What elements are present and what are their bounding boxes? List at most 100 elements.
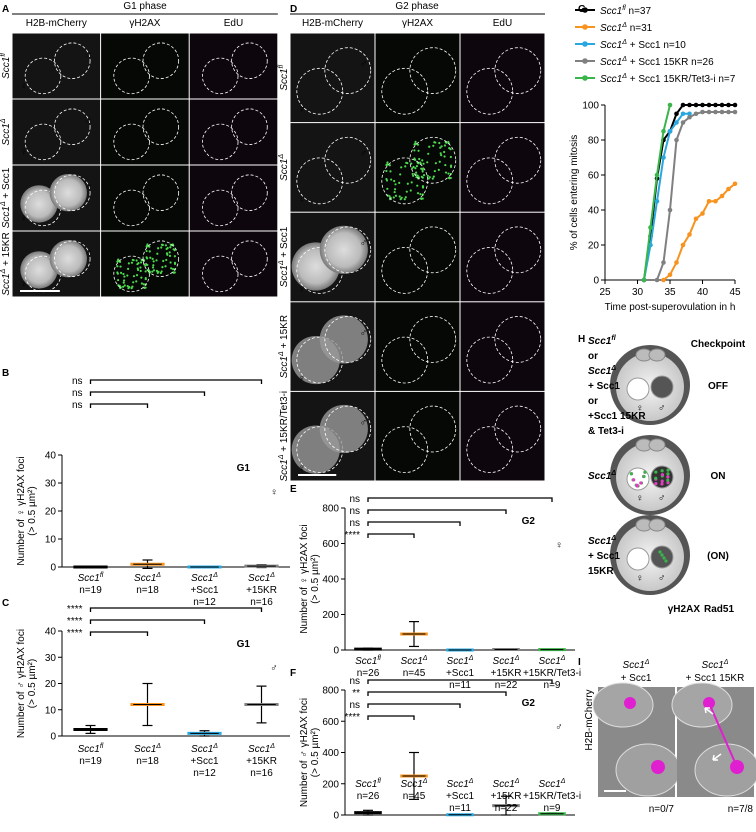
row-label: Scc1Δ + 15KR: [0, 232, 12, 295]
text-part: Δ: [269, 743, 275, 750]
text-part: Scc1: [600, 40, 622, 51]
foci: [415, 164, 418, 168]
pronucleus-outline: [409, 136, 457, 184]
male-symbol: ♂: [658, 403, 666, 414]
pronucleus-outline: [466, 157, 514, 205]
foci: [443, 155, 446, 158]
text-part: Scc1: [248, 744, 270, 755]
point: [661, 128, 666, 134]
group-label: 15KR: [588, 566, 614, 577]
point: [726, 186, 731, 192]
point: [719, 102, 725, 108]
y-axis-label: % of cells entering mitosis: [569, 135, 580, 251]
male-symbol: ♂: [360, 59, 368, 70]
point: [732, 109, 738, 115]
significance-label: ****: [344, 530, 360, 541]
foci: [152, 269, 156, 272]
panel-letter: I: [578, 657, 581, 668]
foci: [414, 167, 417, 170]
chromatin: [651, 760, 665, 774]
legend-label: Scc1Δ + Scc1 15KR n=26: [600, 56, 714, 68]
foci: [421, 197, 424, 200]
pronucleus-outline: [201, 255, 239, 293]
row-label: Scc1Δ + 15KR: [278, 315, 290, 378]
text-part: Scc1: [78, 573, 100, 584]
point: [706, 198, 712, 204]
y-tick-label: 0: [593, 276, 599, 287]
significance-label: ns: [72, 400, 83, 411]
pronucleus-outline: [231, 42, 268, 79]
foci: [149, 256, 152, 259]
arrow: [704, 707, 722, 761]
row-label: Scc1Δ + 15KR/Tet3-i: [278, 391, 290, 482]
text-part: Scc1: [600, 23, 622, 34]
foci: [434, 162, 437, 165]
series-line: [643, 112, 690, 281]
foci: [132, 281, 135, 284]
text-part: Δ: [610, 535, 616, 542]
text-part: Δ: [0, 201, 7, 207]
foci: [166, 246, 169, 250]
text-part: Scc1: [78, 744, 100, 755]
foci: [410, 181, 413, 184]
image-tile: [101, 99, 189, 165]
n-label: n=18: [136, 756, 159, 767]
image-tile: [460, 33, 545, 123]
legend-marker: [582, 7, 588, 13]
text-part: n=31: [627, 23, 653, 34]
foci: [422, 162, 425, 165]
group-label: Scc1Δ: [588, 365, 616, 377]
panel-letter: H: [578, 334, 585, 345]
text-part: + 15KR: [279, 315, 290, 351]
point: [687, 102, 692, 108]
male-symbol: ♂: [85, 182, 93, 193]
sex-symbol: ♀: [555, 540, 563, 551]
y-axis-label: Number of ♂ γH2AX foci: [299, 698, 310, 807]
pronucleus-outline: [142, 108, 180, 145]
column-label: + Scc1: [621, 673, 652, 684]
pronucleus-outline: [324, 405, 372, 453]
column-label: + Scc1 15KR: [686, 673, 745, 684]
image-tile: [375, 212, 460, 302]
foci: [385, 169, 388, 173]
foci: [140, 276, 143, 279]
text-part: Δ: [644, 659, 650, 666]
pronucleus-outline: [54, 42, 91, 79]
n-label: n=45: [403, 791, 426, 802]
point: [654, 172, 660, 178]
image-tile: [460, 302, 545, 391]
text-part: Δ: [621, 22, 627, 29]
foci: [426, 174, 429, 178]
foci: [146, 245, 149, 248]
foci: [400, 196, 403, 199]
foci: [117, 260, 120, 263]
x-tick-label: Scc1Δ: [248, 572, 275, 584]
foci: [173, 261, 177, 264]
y-axis-label: (> 0.5 µm²): [27, 486, 38, 535]
legend-label: Scc1fl n=37: [600, 5, 651, 17]
panel-title: G1 phase: [123, 1, 167, 12]
cell: [615, 743, 681, 797]
legend-marker: [582, 41, 588, 47]
sex-symbol: ♂: [555, 722, 563, 733]
point: [667, 102, 673, 108]
foci: [116, 265, 119, 268]
female-symbol: ♀: [636, 403, 644, 414]
pronucleus-outline: [494, 226, 542, 274]
foci: [394, 183, 397, 186]
foci: [122, 281, 125, 284]
significance-bracket: [367, 509, 507, 514]
foci: [136, 267, 139, 270]
foci: [414, 140, 417, 143]
text-part: Scc1: [279, 356, 290, 378]
y-tick-label: 200: [322, 779, 339, 790]
pronucleus-outline: [409, 226, 457, 274]
group-label: & Tet3-i: [588, 426, 624, 437]
text-part: Scc1: [600, 74, 622, 85]
foci: [416, 174, 419, 177]
n-label: n=12: [193, 597, 216, 608]
significance-bracket: [367, 533, 415, 538]
significance-bracket: [367, 497, 553, 502]
foci: [173, 255, 176, 258]
point: [680, 102, 686, 108]
